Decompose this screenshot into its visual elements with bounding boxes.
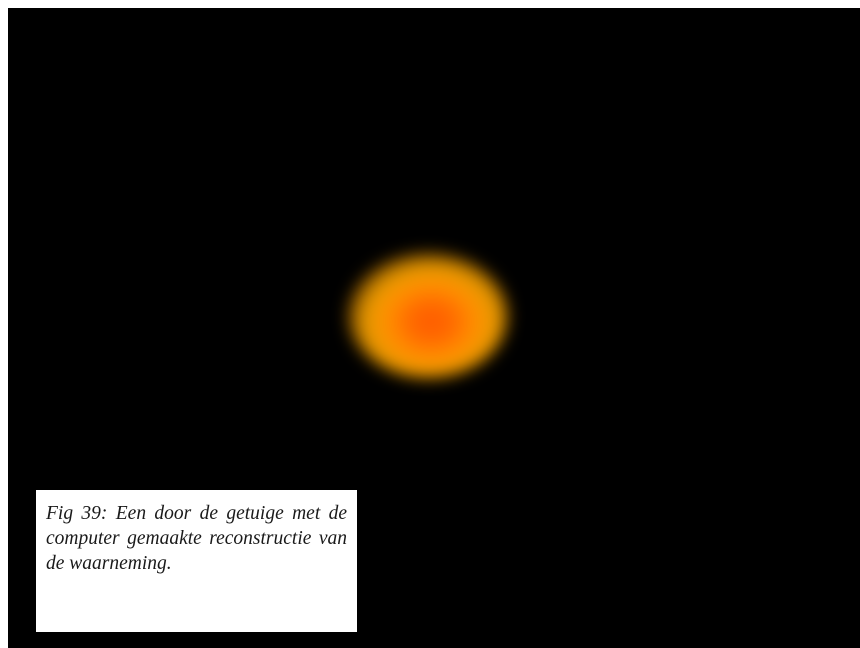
figure-caption: Fig 39: Een door de getuige met de compu…: [46, 501, 347, 576]
page: Fig 39: Een door de getuige met de compu…: [0, 0, 860, 648]
light-glow: [348, 253, 508, 378]
caption-box: Fig 39: Een door de getuige met de compu…: [36, 490, 357, 632]
